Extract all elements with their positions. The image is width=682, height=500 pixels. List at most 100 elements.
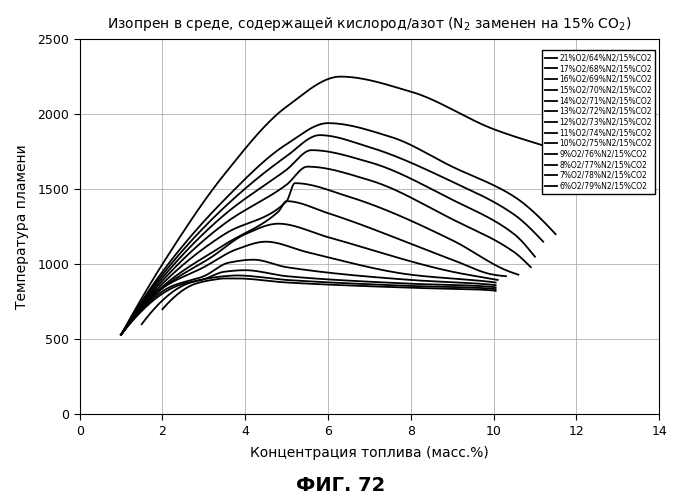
10%O2/75%N2/15%CO2 [425, 274, 433, 280]
21%O2/64%N2/15%CO2 [367, 78, 375, 84]
11%O2/74%N2/15%CO2 [299, 226, 307, 232]
11%O2/74%N2/15%CO2 [297, 225, 305, 231]
8%O2/77%N2/15%CO2 [241, 267, 249, 273]
Title: Изопрен в среде, содержащей кислород/азот (N$_2$ заменен на 15% CO$_2$): Изопрен в среде, содержащей кислород/азо… [107, 15, 632, 33]
11%O2/74%N2/15%CO2 [342, 240, 350, 246]
Line: 14%O2/71%N2/15%CO2: 14%O2/71%N2/15%CO2 [121, 166, 531, 334]
11%O2/74%N2/15%CO2 [117, 332, 125, 338]
12%O2/73%N2/15%CO2 [502, 273, 510, 279]
8%O2/77%N2/15%CO2 [321, 276, 329, 282]
14%O2/71%N2/15%CO2 [312, 164, 321, 170]
8%O2/77%N2/15%CO2 [295, 274, 303, 280]
17%O2/68%N2/15%CO2 [117, 332, 125, 338]
11%O2/74%N2/15%CO2 [321, 234, 329, 239]
9%O2/76%N2/15%CO2 [492, 282, 500, 288]
7%O2/78%N2/15%CO2 [308, 278, 316, 284]
17%O2/68%N2/15%CO2 [542, 221, 550, 227]
13%O2/72%N2/15%CO2 [443, 235, 451, 241]
12%O2/73%N2/15%CO2 [347, 218, 355, 224]
21%O2/64%N2/15%CO2 [364, 77, 372, 83]
15%O2/70%N2/15%CO2 [117, 332, 125, 338]
10%O2/75%N2/15%CO2 [492, 280, 500, 285]
9%O2/76%N2/15%CO2 [425, 278, 433, 284]
15%O2/70%N2/15%CO2 [314, 148, 323, 154]
14%O2/71%N2/15%CO2 [527, 264, 535, 270]
17%O2/68%N2/15%CO2 [376, 131, 385, 137]
10%O2/75%N2/15%CO2 [321, 254, 329, 260]
10%O2/75%N2/15%CO2 [340, 258, 349, 264]
21%O2/64%N2/15%CO2 [398, 86, 406, 92]
6%O2/79%N2/15%CO2 [339, 282, 347, 288]
12%O2/73%N2/15%CO2 [326, 211, 334, 217]
11%O2/74%N2/15%CO2 [426, 264, 434, 270]
14%O2/71%N2/15%CO2 [454, 219, 462, 225]
10%O2/75%N2/15%CO2 [484, 278, 492, 284]
15%O2/70%N2/15%CO2 [522, 242, 530, 248]
7%O2/78%N2/15%CO2 [138, 321, 146, 327]
14%O2/71%N2/15%CO2 [340, 170, 348, 175]
16%O2/69%N2/15%CO2 [530, 229, 538, 235]
12%O2/73%N2/15%CO2 [433, 251, 441, 257]
6%O2/79%N2/15%CO2 [484, 287, 492, 293]
21%O2/64%N2/15%CO2 [623, 172, 631, 178]
Line: 8%O2/77%N2/15%CO2: 8%O2/77%N2/15%CO2 [121, 270, 496, 334]
16%O2/69%N2/15%CO2 [539, 238, 548, 244]
16%O2/69%N2/15%CO2 [346, 138, 355, 144]
7%O2/78%N2/15%CO2 [492, 286, 500, 292]
6%O2/79%N2/15%CO2 [357, 283, 366, 289]
17%O2/68%N2/15%CO2 [552, 231, 560, 237]
17%O2/68%N2/15%CO2 [353, 124, 361, 130]
11%O2/74%N2/15%CO2 [486, 276, 494, 281]
17%O2/68%N2/15%CO2 [324, 120, 332, 126]
21%O2/64%N2/15%CO2 [426, 96, 434, 102]
21%O2/64%N2/15%CO2 [117, 332, 125, 338]
Line: 17%O2/68%N2/15%CO2: 17%O2/68%N2/15%CO2 [121, 123, 556, 334]
10%O2/75%N2/15%CO2 [262, 238, 270, 244]
10%O2/75%N2/15%CO2 [117, 332, 125, 338]
7%O2/78%N2/15%CO2 [233, 272, 241, 278]
11%O2/74%N2/15%CO2 [494, 277, 502, 283]
13%O2/72%N2/15%CO2 [306, 182, 314, 188]
Line: 21%O2/64%N2/15%CO2: 21%O2/64%N2/15%CO2 [121, 76, 638, 334]
8%O2/77%N2/15%CO2 [425, 282, 433, 288]
15%O2/70%N2/15%CO2 [342, 152, 350, 158]
9%O2/76%N2/15%CO2 [321, 269, 329, 275]
Line: 10%O2/75%N2/15%CO2: 10%O2/75%N2/15%CO2 [121, 242, 496, 334]
8%O2/77%N2/15%CO2 [484, 284, 492, 290]
9%O2/76%N2/15%CO2 [295, 266, 303, 272]
13%O2/72%N2/15%CO2 [291, 180, 299, 186]
Line: 13%O2/72%N2/15%CO2: 13%O2/72%N2/15%CO2 [121, 183, 518, 334]
7%O2/78%N2/15%CO2 [484, 286, 492, 292]
9%O2/76%N2/15%CO2 [117, 332, 125, 338]
10%O2/75%N2/15%CO2 [295, 247, 303, 253]
16%O2/69%N2/15%CO2 [321, 132, 329, 138]
15%O2/70%N2/15%CO2 [317, 148, 325, 154]
Line: 16%O2/69%N2/15%CO2: 16%O2/69%N2/15%CO2 [121, 135, 544, 334]
8%O2/77%N2/15%CO2 [340, 278, 349, 283]
14%O2/71%N2/15%CO2 [117, 332, 125, 338]
21%O2/64%N2/15%CO2 [542, 144, 550, 150]
16%O2/69%N2/15%CO2 [318, 132, 327, 138]
14%O2/71%N2/15%CO2 [361, 176, 370, 182]
Y-axis label: Температура пламени: Температура пламени [15, 144, 29, 309]
12%O2/73%N2/15%CO2 [303, 202, 311, 208]
8%O2/77%N2/15%CO2 [492, 284, 500, 290]
21%O2/64%N2/15%CO2 [337, 74, 345, 80]
Line: 9%O2/76%N2/15%CO2: 9%O2/76%N2/15%CO2 [121, 260, 496, 334]
6%O2/79%N2/15%CO2 [220, 276, 228, 281]
Legend: 21%O2/64%N2/15%CO2, 17%O2/68%N2/15%CO2, 16%O2/69%N2/15%CO2, 15%O2/70%N2/15%CO2, : 21%O2/64%N2/15%CO2, 17%O2/68%N2/15%CO2, … [542, 50, 655, 194]
21%O2/64%N2/15%CO2 [634, 177, 642, 183]
16%O2/69%N2/15%CO2 [464, 186, 472, 192]
7%O2/78%N2/15%CO2 [428, 284, 436, 290]
6%O2/79%N2/15%CO2 [158, 306, 166, 312]
14%O2/71%N2/15%CO2 [315, 164, 323, 170]
16%O2/69%N2/15%CO2 [316, 132, 324, 138]
15%O2/70%N2/15%CO2 [308, 147, 316, 153]
9%O2/76%N2/15%CO2 [340, 272, 349, 278]
9%O2/76%N2/15%CO2 [298, 266, 306, 272]
Line: 15%O2/70%N2/15%CO2: 15%O2/70%N2/15%CO2 [121, 150, 535, 334]
7%O2/78%N2/15%CO2 [330, 280, 338, 285]
Line: 6%O2/79%N2/15%CO2: 6%O2/79%N2/15%CO2 [162, 278, 496, 309]
8%O2/77%N2/15%CO2 [298, 274, 306, 280]
6%O2/79%N2/15%CO2 [317, 282, 325, 288]
